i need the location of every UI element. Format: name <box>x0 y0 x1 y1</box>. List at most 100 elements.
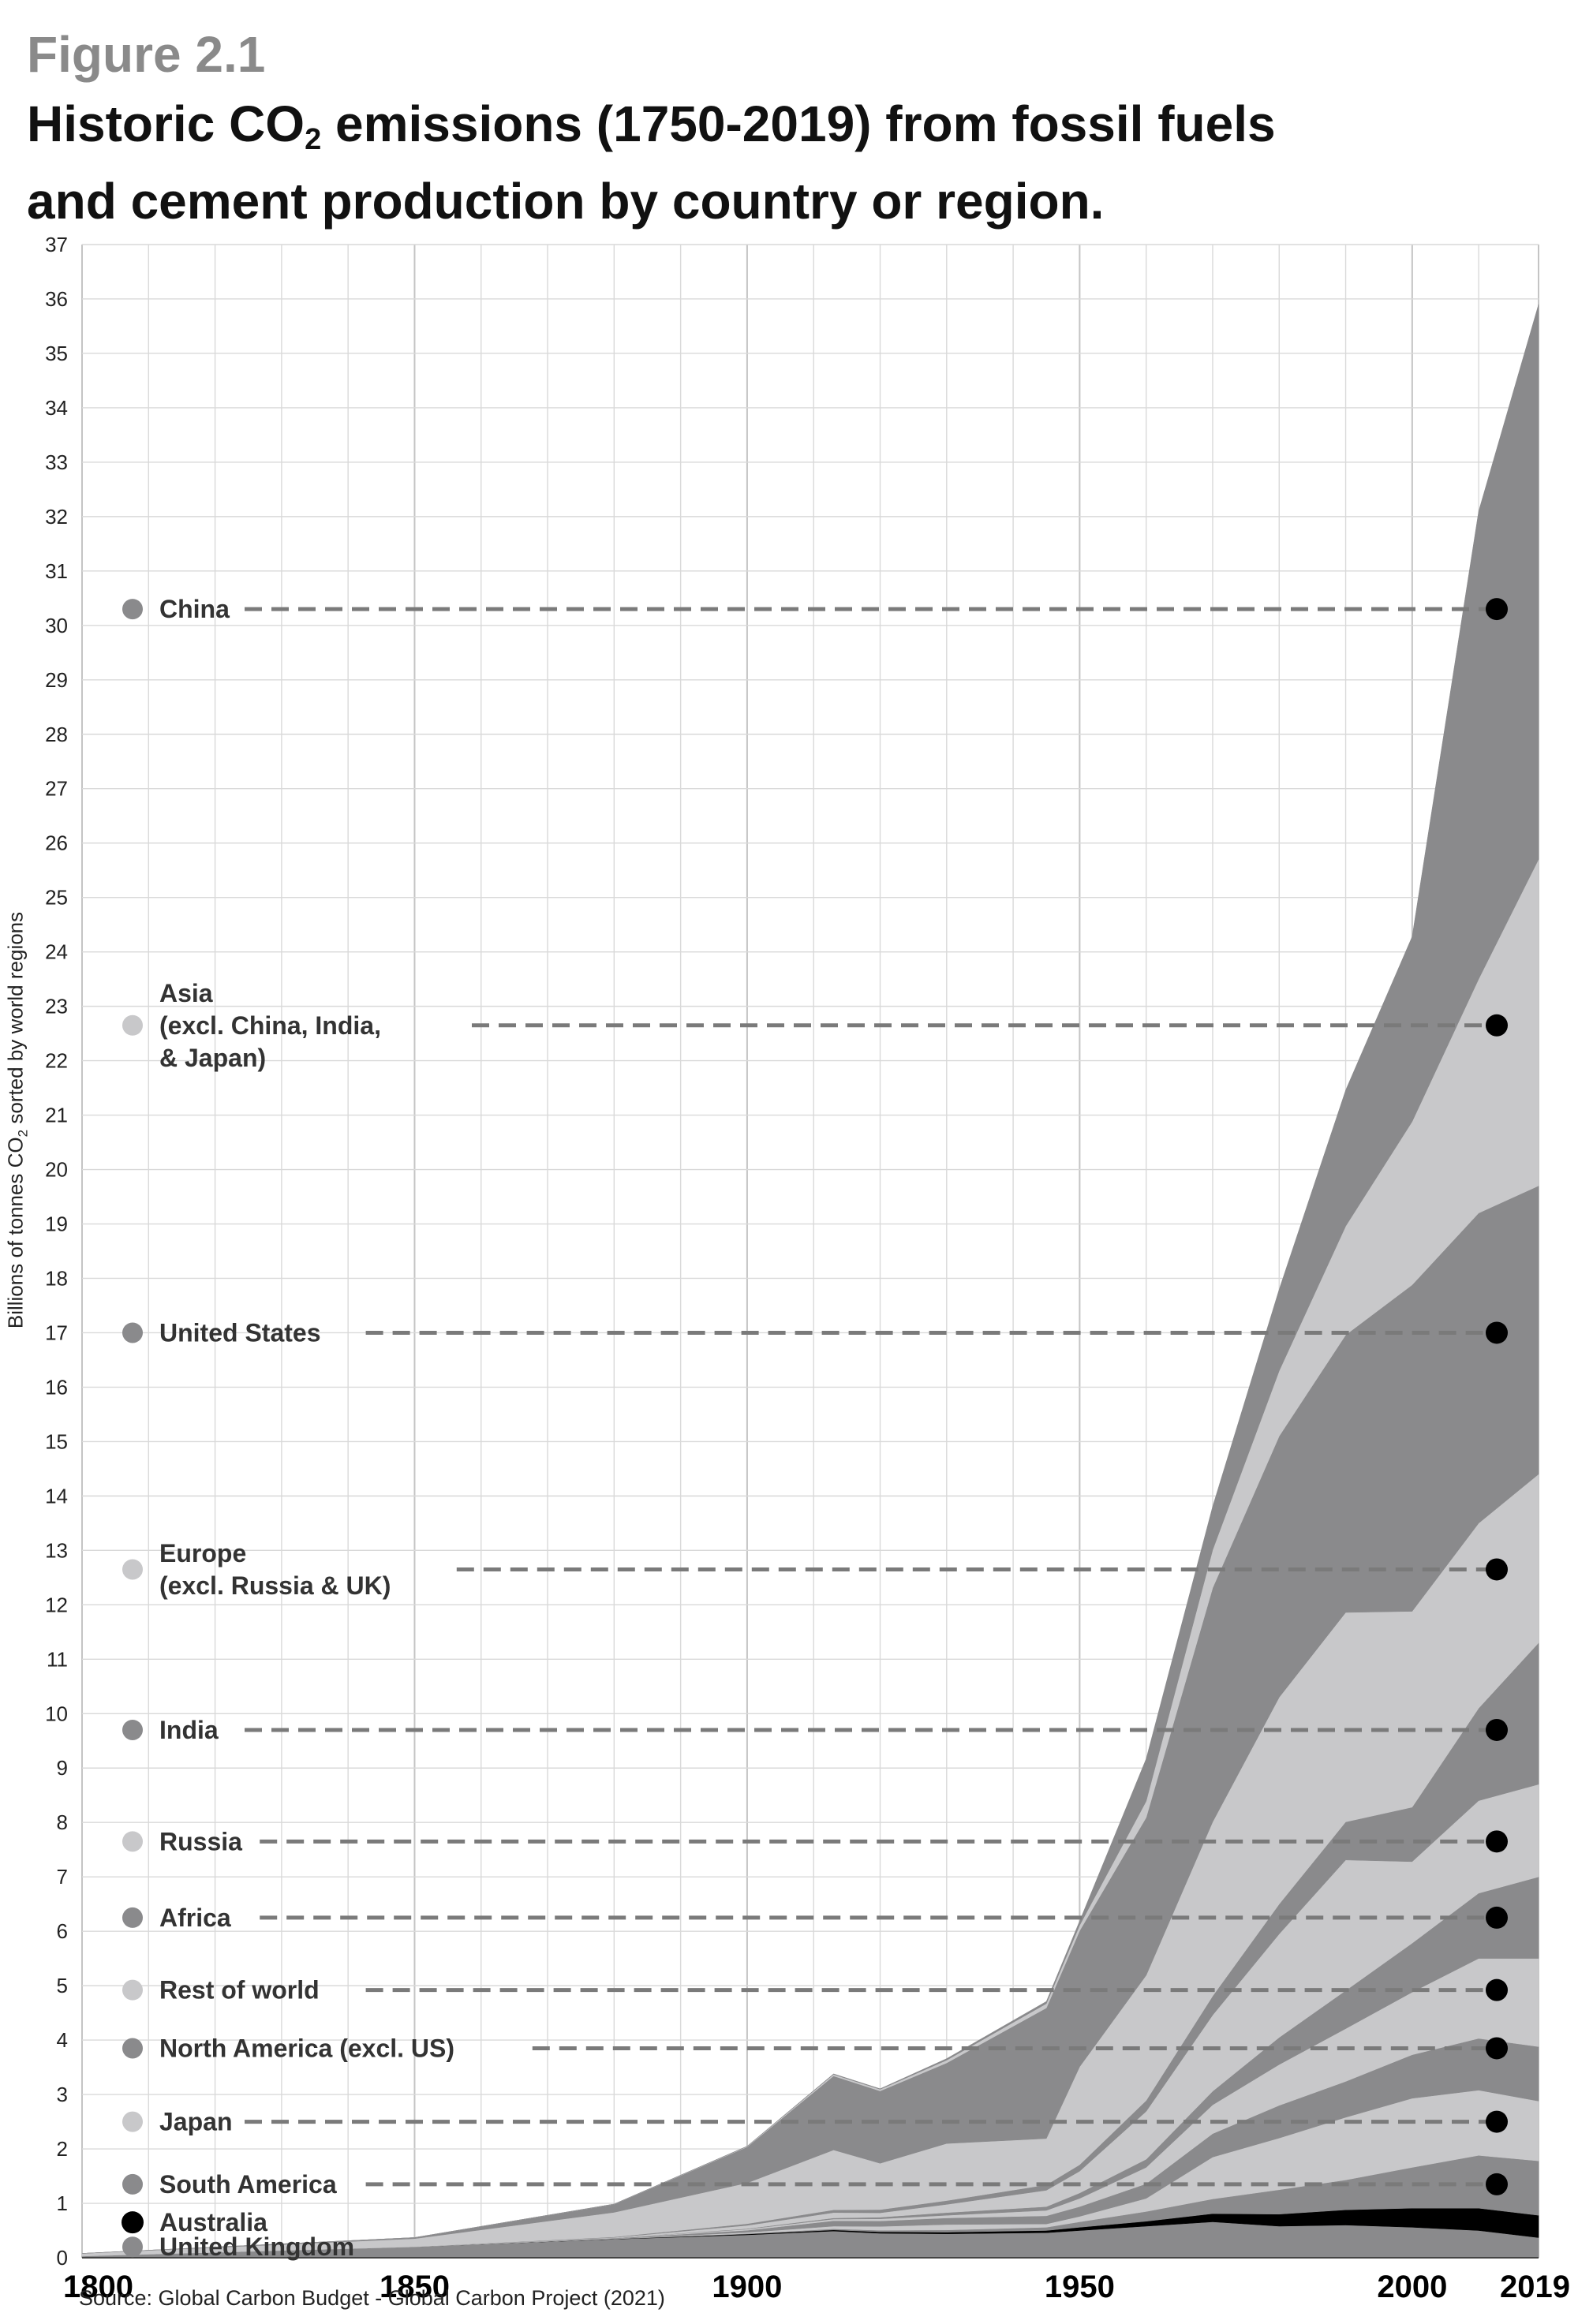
y-tick-label: 33 <box>45 450 68 474</box>
y-tick-label: 35 <box>45 342 68 365</box>
legend-item-rest-of-world: Rest of world <box>122 1976 1508 2005</box>
y-tick-label: 21 <box>45 1104 68 1127</box>
y-tick-label: 32 <box>45 505 68 529</box>
legend-endpoint-dot <box>1486 1830 1508 1853</box>
y-tick-label: 37 <box>45 233 68 256</box>
y-tick-label: 27 <box>45 777 68 801</box>
legend-item-north-america-excl-us: North America (excl. US) <box>122 2034 1508 2062</box>
legend-item-japan: Japan <box>122 2108 1508 2136</box>
y-tick-label: 30 <box>45 614 68 637</box>
y-tick-label: 36 <box>45 287 68 311</box>
legend-endpoint-dot <box>1486 1978 1508 2001</box>
legend-marker <box>122 2111 143 2132</box>
legend-marker <box>122 1907 143 1928</box>
legend-label: Rest of world <box>159 1976 320 2005</box>
legend-item-south-america: South America <box>122 2170 1508 2199</box>
legend-marker <box>122 2211 144 2234</box>
legend-marker <box>122 2236 143 2258</box>
x-tick-label: 1950 <box>1045 2270 1115 2304</box>
legend-label: India <box>159 1716 219 1744</box>
legend: China Asia (excl. China, India, & Japan) Uni… <box>122 595 1508 2261</box>
legend-endpoint-dot <box>1486 598 1508 621</box>
y-tick-label: 16 <box>45 1375 68 1399</box>
y-tick-label: 18 <box>45 1266 68 1290</box>
legend-item-united-kingdom: United Kingdom <box>122 2232 354 2261</box>
legend-label: Asia <box>159 979 213 1007</box>
legend-endpoint-dot <box>1486 2037 1508 2060</box>
y-tick-label: 0 <box>57 2246 68 2270</box>
y-tick-label: 11 <box>47 1647 68 1671</box>
y-tick-label: 7 <box>57 1865 68 1889</box>
stacked-areas <box>81 304 1539 2259</box>
legend-marker <box>122 1719 143 1740</box>
legend-item-india: India <box>122 1716 1508 1744</box>
legend-endpoint-dot <box>1486 2173 1508 2195</box>
y-tick-label: 22 <box>45 1049 68 1073</box>
legend-item-united-states: United States <box>122 1318 1508 1347</box>
legend-label: Japan <box>159 2108 232 2136</box>
y-tick-label: 10 <box>45 1702 68 1725</box>
y-tick-label: 23 <box>45 995 68 1018</box>
legend-label: North America (excl. US) <box>159 2034 454 2062</box>
title-line1-pre: Historic CO <box>27 95 305 152</box>
y-tick-label: 17 <box>45 1321 68 1344</box>
y-tick-label: 5 <box>57 1974 68 1997</box>
x-tick-label: 1800 <box>63 2270 133 2304</box>
title-line2: and cement production by country or regi… <box>27 173 1105 230</box>
legend-label: & Japan) <box>159 1044 266 1072</box>
legend-label: Europe <box>159 1539 246 1567</box>
legend-marker <box>122 1559 143 1580</box>
legend-label: United States <box>159 1318 320 1347</box>
y-tick-label: 14 <box>45 1484 68 1508</box>
legend-endpoint-dot <box>1486 1718 1508 1741</box>
legend-label: Australia <box>159 2208 267 2236</box>
legend-endpoint-dot <box>1486 2110 1508 2133</box>
y-tick-labels: 0123456789101112131415161718192021222324… <box>45 233 68 2270</box>
x-tick-label: 2000 <box>1377 2270 1447 2304</box>
y-tick-label: 13 <box>45 1538 68 1562</box>
area-china <box>81 304 1539 2254</box>
y-tick-label: 31 <box>45 559 68 583</box>
source-note: Source: Global Carbon Budget - Global Ca… <box>79 2286 665 2310</box>
legend-marker <box>122 1979 143 2001</box>
y-tick-label: 26 <box>45 831 68 855</box>
x-tick-labels: 1800 1850 1900 1950 2000 2019 <box>63 2270 1570 2304</box>
gridlines <box>81 244 1539 2259</box>
chart-title: Historic CO2 emissions (1750-2019) from … <box>27 93 1526 232</box>
legend-item-china: China <box>122 595 1508 623</box>
legend-item-europe: Europe (excl. Russia & UK) <box>122 1539 1508 1600</box>
title-subscript: 2 <box>305 123 322 156</box>
legend-marker <box>122 599 143 620</box>
legend-item-asia: Asia (excl. China, India, & Japan) <box>122 979 1508 1072</box>
legend-marker <box>122 1322 143 1343</box>
y-tick-label: 4 <box>57 2028 68 2052</box>
title-line1-post: emissions (1750-2019) from fossil fuels <box>321 95 1276 152</box>
x-tick-label: 1850 <box>380 2270 450 2304</box>
legend-marker <box>122 2038 143 2059</box>
y-tick-label: 6 <box>57 1919 68 1943</box>
y-tick-label: 9 <box>57 1756 68 1780</box>
x-tick-label: 2019 <box>1500 2270 1570 2304</box>
legend-label: (excl. Russia & UK) <box>159 1571 391 1600</box>
legend-item-australia: Australia <box>122 2208 267 2236</box>
legend-marker <box>122 2173 143 2195</box>
legend-label: China <box>159 595 230 623</box>
legend-label: (excl. China, India, <box>159 1011 381 1040</box>
y-tick-label: 19 <box>45 1212 68 1236</box>
y-tick-label: 28 <box>45 723 68 746</box>
legend-item-africa: Africa <box>122 1904 1508 1932</box>
x-tick-label: 1900 <box>712 2270 782 2304</box>
legend-label: United Kingdom <box>159 2232 354 2261</box>
y-tick-label: 12 <box>45 1593 68 1616</box>
legend-endpoint-dot <box>1486 1906 1508 1929</box>
y-tick-label: 2 <box>57 2137 68 2161</box>
legend-endpoint-dot <box>1486 1558 1508 1581</box>
y-tick-label: 3 <box>57 2083 68 2106</box>
y-tick-label: 8 <box>57 1810 68 1834</box>
legend-endpoint-dot <box>1486 1014 1508 1037</box>
y-tick-label: 29 <box>45 668 68 692</box>
figure-label: Figure 2.1 <box>27 26 266 83</box>
legend-label: Russia <box>159 1827 242 1855</box>
legend-endpoint-dot <box>1486 1321 1508 1344</box>
